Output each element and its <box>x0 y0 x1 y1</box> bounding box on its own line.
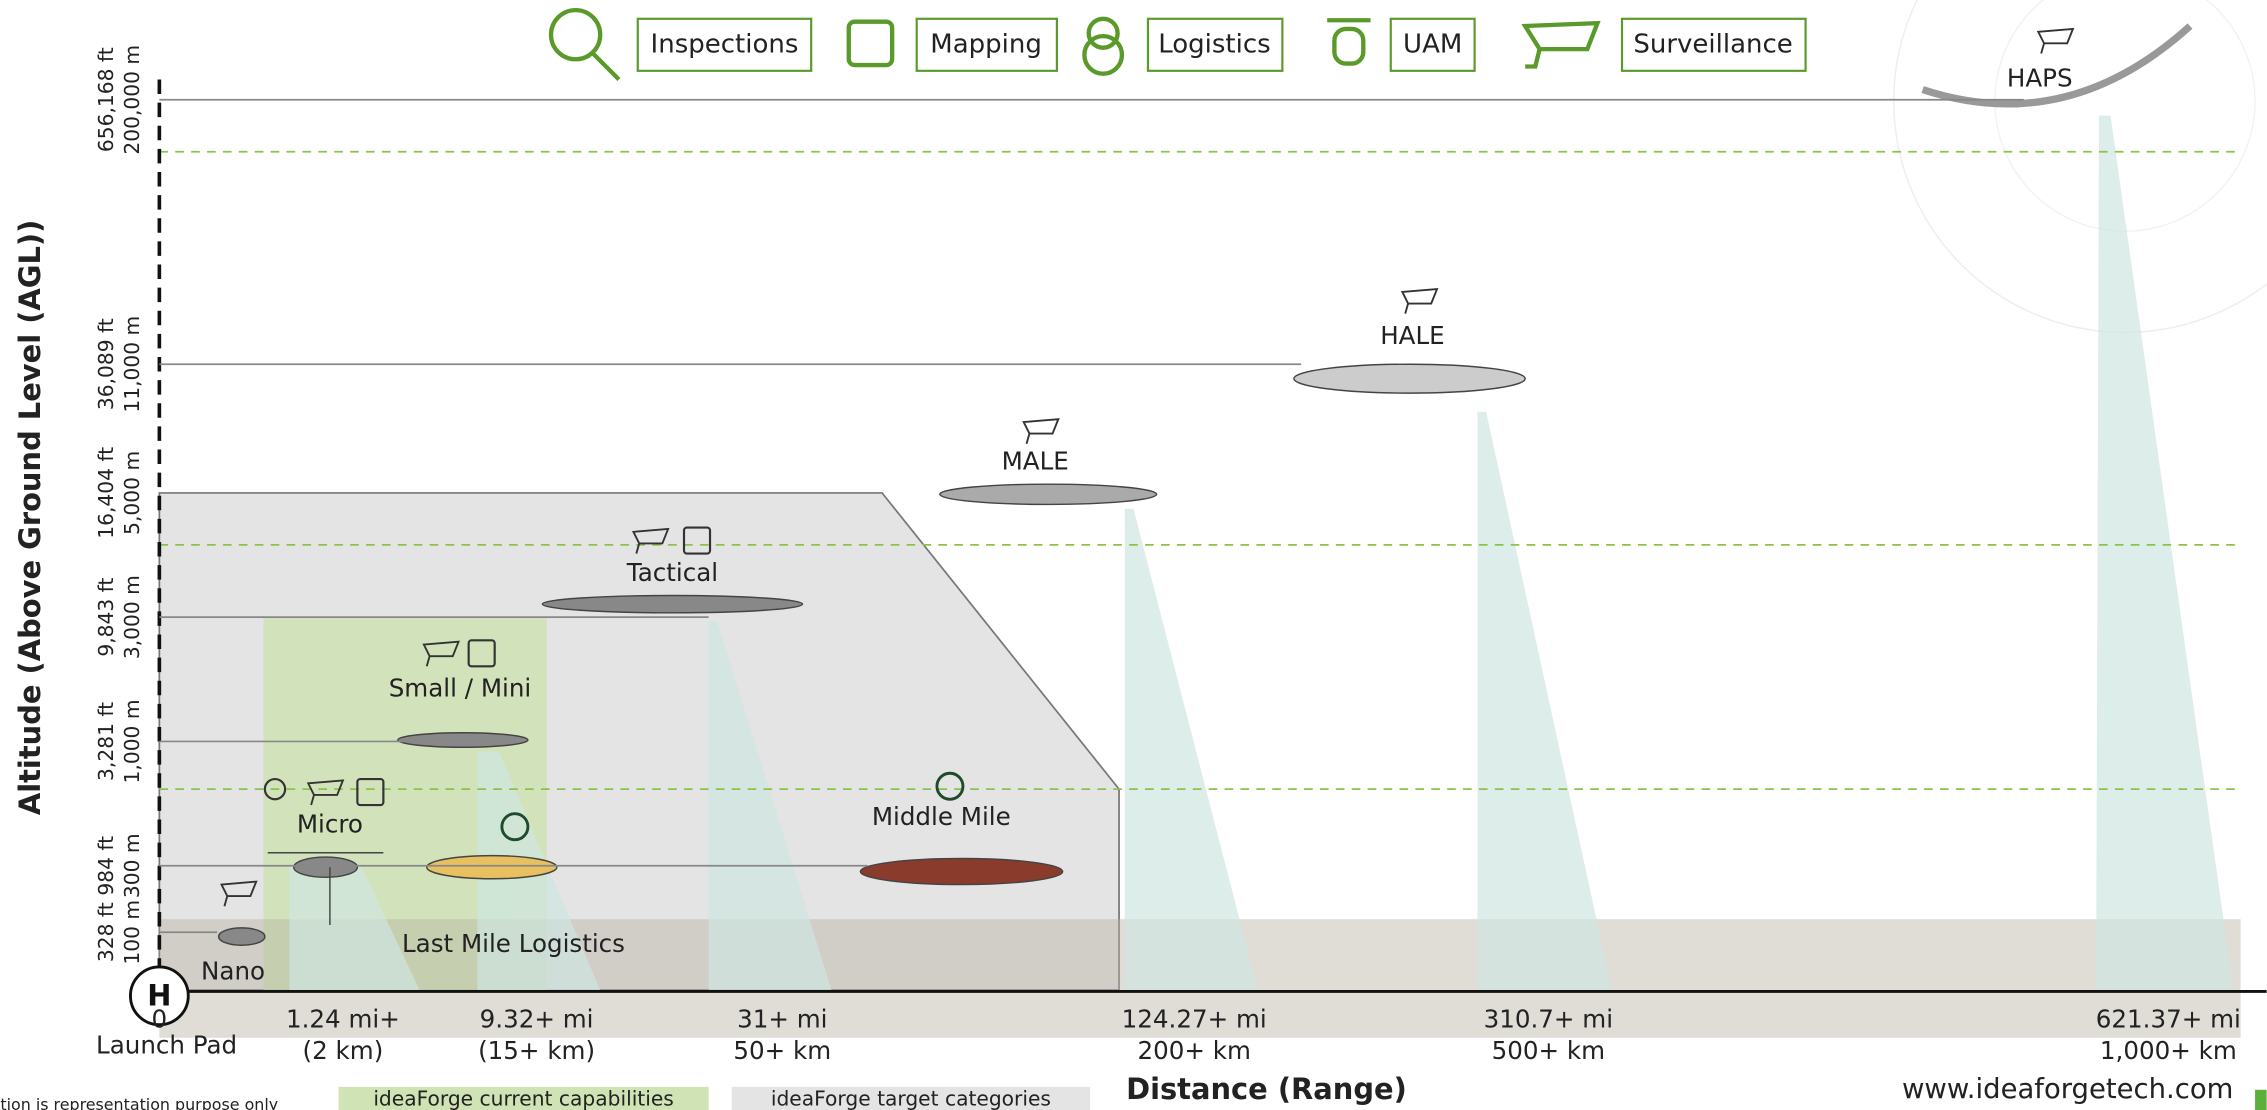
category-label: Small / Mini <box>389 673 532 702</box>
drones <box>217 23 2193 946</box>
mapping-icon <box>356 777 385 807</box>
range-miles: 124.27+ mi <box>1122 1004 1267 1033</box>
corner-mark <box>2255 1089 2267 1110</box>
range-km: 200+ km <box>1137 1036 1250 1065</box>
range-miles: 31+ mi <box>737 1004 827 1033</box>
footer-current: ideaForge current capabilities <box>373 1086 674 1110</box>
altitude-meters: 1,000 m <box>120 699 144 783</box>
category-label: HALE <box>1380 321 1444 350</box>
footer-note: tion is representation purpose only <box>0 1095 278 1110</box>
altitude-meters: 3,000 m <box>120 575 144 659</box>
legend-boxes <box>636 17 1807 72</box>
legend-label: UAM <box>1403 29 1462 59</box>
x-origin: 0 <box>152 1004 168 1033</box>
inspection-icon <box>263 777 287 801</box>
altitude-band <box>159 150 2241 791</box>
range-miles: 1.24 mi+ <box>286 1004 400 1033</box>
range-km: 1,000+ km <box>2100 1036 2237 1065</box>
category-label: Middle Mile <box>872 802 1011 831</box>
altitude-meters: 200,000 m <box>120 45 144 155</box>
logistics-icon <box>935 771 965 801</box>
current-chip <box>338 1086 709 1110</box>
category-label: HAPS <box>2007 63 2073 92</box>
legend-icons <box>548 7 1601 82</box>
x-origin-label: Launch Pad <box>96 1030 237 1059</box>
altitude-feet: 984 ft <box>94 836 118 896</box>
altitude-feet: 9,843 ft <box>94 578 118 657</box>
logistics-icon <box>500 812 530 842</box>
altitude-feet: 36,089 ft <box>94 318 118 410</box>
category-label: Nano <box>201 957 265 986</box>
legend-label: Mapping <box>930 29 1042 59</box>
range-km: 500+ km <box>1492 1036 1605 1065</box>
y-axis-title: Altitude (Above Ground Level (AGL)) <box>13 220 47 815</box>
range-km: 50+ km <box>733 1036 831 1065</box>
surveillance-icon <box>220 880 258 907</box>
altitude-feet: 656,168 ft <box>94 47 118 152</box>
category-label: Last Mile Logistics <box>402 929 625 958</box>
altitude-feet: 328 ft <box>94 902 118 962</box>
range-miles: 9.32+ mi <box>480 1004 594 1033</box>
altitude-meters: 5,000 m <box>120 451 144 535</box>
altitude-meters: 11,000 m <box>120 316 144 413</box>
website: www.ideaforgetech.com <box>1902 1074 2233 1105</box>
range-miles: 621.37+ mi <box>2096 1004 2241 1033</box>
launch-pad-icon <box>129 965 190 1027</box>
footer-target: ideaForge target categories <box>771 1086 1051 1110</box>
legend-label: Surveillance <box>1633 29 1792 59</box>
x-axis-title: Distance (Range) <box>1126 1072 1407 1106</box>
surveillance-icon <box>2036 27 2075 54</box>
surveillance-icon <box>306 779 345 806</box>
altitude-meters: 100 m <box>120 900 144 965</box>
category-label: Micro <box>297 809 363 838</box>
altitude-feet: 3,281 ft <box>94 702 118 781</box>
mapping-icon <box>467 639 496 668</box>
range-miles: 310.7+ mi <box>1484 1004 1613 1033</box>
legend-label: Logistics <box>1158 29 1270 59</box>
surveillance-icon <box>1400 288 1439 314</box>
surveillance-icon <box>1022 418 1060 444</box>
surveillance-icon <box>422 640 460 667</box>
surveillance-icon <box>631 527 670 554</box>
decor-ring <box>1994 0 2256 232</box>
launch-pad-glyph: H <box>147 978 171 1012</box>
legend-label: Inspections <box>651 29 799 59</box>
mapping-icon <box>682 526 712 555</box>
decor-ring <box>1893 0 2267 334</box>
range-km: (2 km) <box>303 1036 384 1065</box>
category-label: MALE <box>1002 447 1069 476</box>
range-km: (15+ km) <box>478 1036 595 1065</box>
altitude-feet: 16,404 ft <box>94 447 118 539</box>
target-chip <box>731 1086 1091 1110</box>
category-label: Tactical <box>626 558 718 587</box>
altitude-meters: 300 m <box>120 833 144 898</box>
